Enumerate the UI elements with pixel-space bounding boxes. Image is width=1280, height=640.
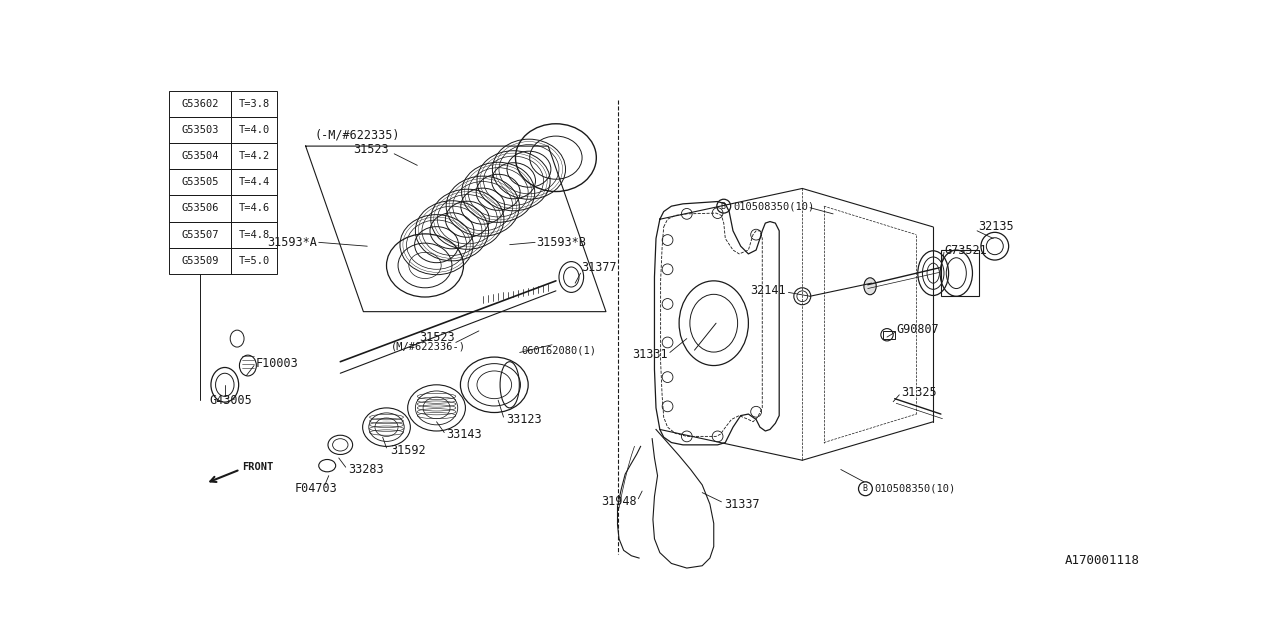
Text: 31523: 31523 [419, 330, 454, 344]
Text: T=3.8: T=3.8 [238, 99, 270, 109]
Text: 33123: 33123 [506, 413, 541, 426]
Text: 010508350(10): 010508350(10) [874, 484, 956, 493]
Text: 31948: 31948 [602, 495, 636, 508]
Text: A170001118: A170001118 [1065, 554, 1139, 567]
Text: (-M/#622335): (-M/#622335) [315, 128, 399, 141]
Bar [230, 117, 278, 143]
Text: B: B [863, 484, 867, 493]
Bar [230, 248, 278, 274]
Bar [169, 91, 230, 117]
Text: G53602: G53602 [182, 99, 219, 109]
Text: (M/#622336-): (M/#622336-) [392, 341, 466, 351]
Text: T=4.2: T=4.2 [238, 151, 270, 161]
Text: 31592: 31592 [390, 444, 426, 457]
Text: F04703: F04703 [294, 483, 337, 495]
Bar [169, 221, 230, 248]
Text: G53504: G53504 [182, 151, 219, 161]
Text: 33283: 33283 [348, 463, 384, 476]
Ellipse shape [864, 278, 877, 294]
Bar [230, 221, 278, 248]
Text: 31593*A: 31593*A [268, 236, 317, 249]
Text: 010508350(10): 010508350(10) [733, 201, 814, 211]
Bar [230, 195, 278, 221]
Text: 33143: 33143 [447, 428, 483, 442]
Bar [230, 169, 278, 195]
Text: 32141: 32141 [750, 284, 786, 298]
Text: G90807: G90807 [896, 323, 940, 336]
Text: FRONT: FRONT [242, 462, 274, 472]
Bar [169, 248, 230, 274]
Text: G73521: G73521 [945, 244, 987, 257]
Text: T=5.0: T=5.0 [238, 256, 270, 266]
Text: T=4.8: T=4.8 [238, 230, 270, 239]
Text: G53509: G53509 [182, 256, 219, 266]
Text: F10003: F10003 [256, 356, 298, 370]
Text: 31331: 31331 [632, 348, 668, 360]
Text: 060162080(1): 060162080(1) [521, 345, 596, 355]
Text: G53503: G53503 [182, 125, 219, 135]
Text: 31337: 31337 [723, 498, 759, 511]
Text: T=4.4: T=4.4 [238, 177, 270, 188]
Bar [169, 143, 230, 169]
Text: 31377: 31377 [581, 261, 617, 275]
Bar [169, 117, 230, 143]
Text: T=4.6: T=4.6 [238, 204, 270, 214]
Text: 31593*B: 31593*B [536, 236, 586, 249]
Text: G53506: G53506 [182, 204, 219, 214]
Text: G53505: G53505 [182, 177, 219, 188]
Text: T=4.0: T=4.0 [238, 125, 270, 135]
Bar [230, 143, 278, 169]
Bar [169, 195, 230, 221]
Text: 32135: 32135 [978, 220, 1014, 234]
Text: G53507: G53507 [182, 230, 219, 239]
Bar [169, 169, 230, 195]
Bar [883, 331, 896, 339]
Text: G43005: G43005 [210, 394, 252, 406]
Text: 31325: 31325 [901, 386, 937, 399]
Bar [230, 91, 278, 117]
Text: 31523: 31523 [353, 143, 389, 156]
Text: B: B [721, 202, 726, 211]
Bar [941, 250, 979, 296]
